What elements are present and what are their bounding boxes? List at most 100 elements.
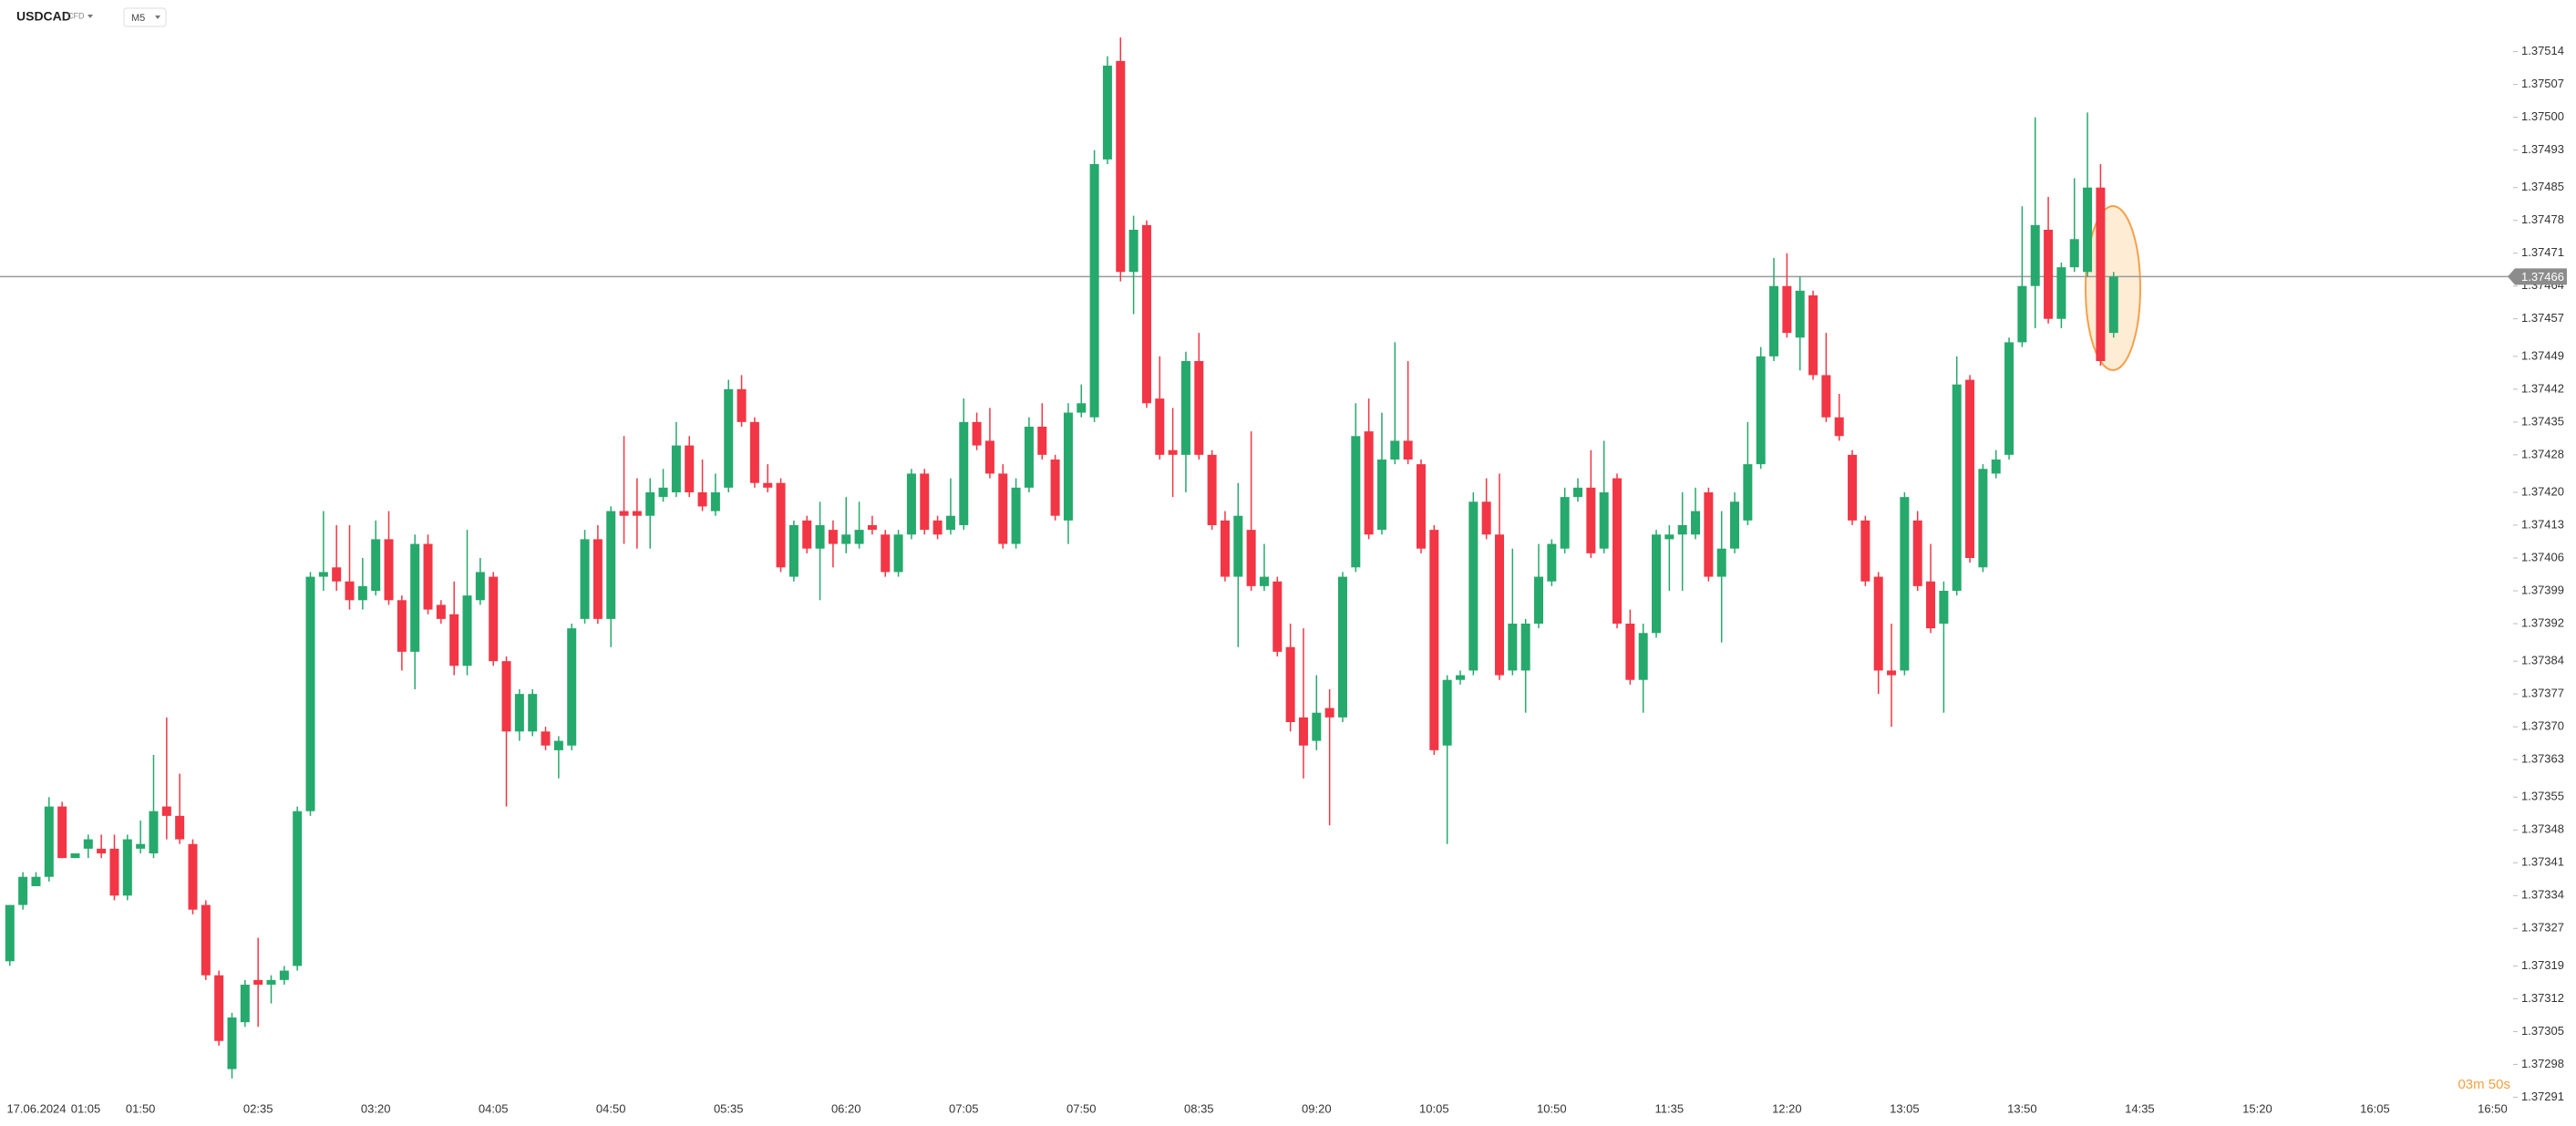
candle-body [710, 492, 720, 511]
candle-body [972, 421, 982, 446]
candle-body [97, 848, 107, 853]
candle-body [1743, 464, 1753, 521]
y-tick-label: 1.37442 [2521, 381, 2564, 395]
candle-body [1939, 591, 1949, 624]
candle-body [1520, 624, 1530, 671]
candle-body [514, 694, 524, 732]
candle-body [802, 520, 812, 549]
candle-body [645, 492, 655, 516]
candle-body [70, 853, 80, 859]
y-tick-label: 1.37507 [2521, 77, 2564, 90]
y-tick-label: 1.37334 [2521, 888, 2564, 902]
candle-body [1848, 454, 1858, 521]
y-tick-label: 1.37471 [2521, 245, 2564, 259]
y-tick-label: 1.37327 [2521, 921, 2564, 935]
x-tick-label: 04:50 [596, 1101, 626, 1115]
y-tick-label: 1.37420 [2521, 484, 2564, 498]
timeframe[interactable]: M5 [131, 13, 145, 24]
candle-body [109, 848, 119, 896]
x-tick-label: 07:50 [1066, 1101, 1097, 1115]
candle-body [606, 511, 616, 619]
candle-body [1155, 398, 1165, 455]
candle-body [1573, 487, 1582, 498]
candle-body [737, 388, 747, 422]
candle-body [1926, 581, 1936, 629]
candle-body [1638, 633, 1648, 680]
candle-body [1664, 534, 1674, 540]
candle-body [1860, 520, 1870, 582]
candle-body [1298, 717, 1308, 746]
candle-body [1390, 440, 1400, 460]
candle-body [1102, 66, 1112, 160]
x-tick-label: 10:05 [1419, 1101, 1449, 1115]
y-tick-label: 1.37399 [2521, 583, 2564, 596]
x-tick-label: 16:05 [2360, 1101, 2390, 1115]
y-tick-label: 1.37413 [2521, 517, 2564, 531]
candle-body [1625, 624, 1635, 680]
candle-body [1952, 384, 1962, 591]
candle-body [2083, 187, 2093, 273]
x-tick-label: 08:35 [1184, 1101, 1214, 1115]
candle-body [1494, 534, 1504, 676]
candle-body [592, 539, 603, 619]
candle-body [1599, 492, 1609, 549]
candle-body [1468, 501, 1479, 671]
candle-body [1769, 285, 1779, 356]
candle-body [1900, 497, 1910, 671]
candle-body [1834, 417, 1844, 437]
y-tick-label: 1.37457 [2521, 311, 2564, 325]
x-tick-label: 10:50 [1537, 1101, 1567, 1115]
symbol-dropdown-caret[interactable] [88, 15, 93, 18]
candle-body [1180, 361, 1190, 455]
symbol[interactable]: USDCAD [16, 9, 71, 24]
candle-body [1455, 675, 1465, 680]
y-tick-label: 1.37348 [2521, 822, 2564, 836]
candle-body [1887, 670, 1897, 676]
candle-body [671, 445, 681, 492]
candle-body [788, 525, 799, 577]
x-tick-label: 13:50 [2007, 1101, 2037, 1115]
candle-body [998, 473, 1008, 544]
candle-body [1037, 427, 1047, 455]
x-tick-label: 11:35 [1655, 1101, 1685, 1115]
candle-body [489, 576, 499, 662]
candle-body [357, 585, 367, 601]
candle-body [1613, 478, 1623, 624]
y-tick-label: 1.37305 [2521, 1024, 2564, 1038]
x-tick-label: 05:35 [714, 1101, 744, 1115]
candle-body [1416, 464, 1426, 549]
countdown: 03m 50s [2458, 1077, 2510, 1092]
candle-body [253, 979, 263, 985]
candle-body [2030, 224, 2040, 286]
candle-body [201, 904, 211, 976]
y-tick-label: 1.37514 [2521, 44, 2564, 57]
candle-body [240, 985, 250, 1023]
instrument-type: CFD [67, 11, 85, 20]
timeframe-selector[interactable] [123, 7, 167, 27]
candle-body [1337, 576, 1347, 718]
candle-body [1912, 520, 1922, 586]
candle-body [188, 843, 198, 910]
x-tick-label: 04:05 [479, 1101, 509, 1115]
candle-body [1795, 290, 1805, 338]
candle-body [2017, 285, 2027, 343]
candle-body [345, 581, 355, 601]
candle-body [1756, 356, 1766, 465]
x-tick-label: 01:50 [126, 1101, 156, 1115]
candle-body [1652, 534, 1662, 634]
candle-body [920, 473, 930, 531]
y-tick-label: 1.37384 [2521, 654, 2564, 667]
candle-body [1376, 460, 1386, 531]
candle-body [1808, 295, 1819, 376]
candle-body [1089, 164, 1099, 418]
current-price-label: 1.37466 [2521, 270, 2564, 284]
candle-body [1716, 548, 1726, 577]
candle-body [1691, 511, 1701, 535]
candle-body [397, 600, 407, 652]
candle-body [1429, 530, 1439, 750]
candle-body [1965, 379, 1975, 558]
candle-body [959, 421, 969, 525]
timeframe-caret[interactable] [155, 15, 160, 19]
